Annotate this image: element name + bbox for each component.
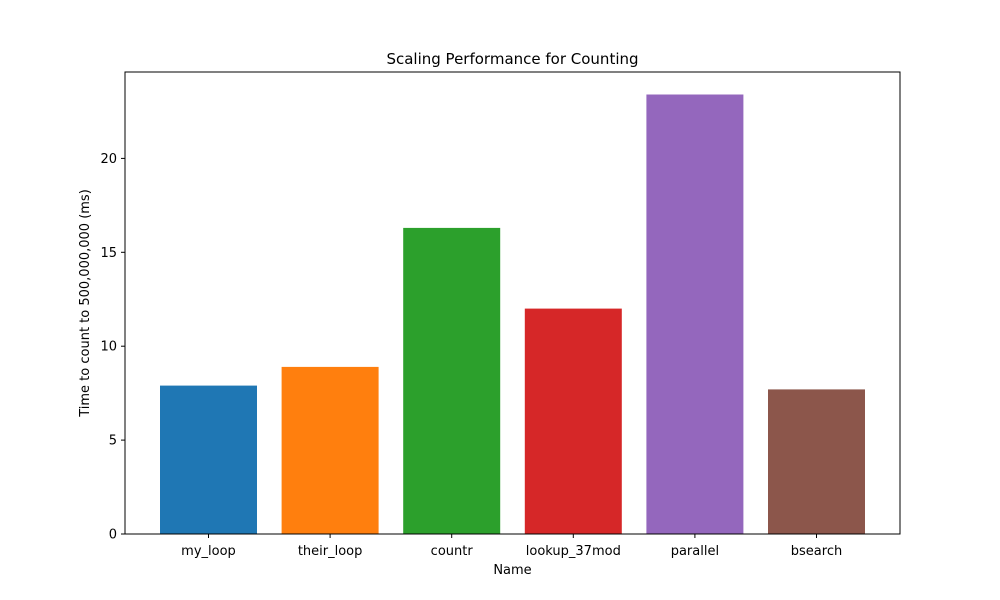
x-axis-label: Name <box>493 563 531 578</box>
bar-my_loop <box>160 385 257 534</box>
chart-title: Scaling Performance for Counting <box>386 50 638 68</box>
x-tick-label: countr <box>431 544 474 559</box>
y-tick-label: 20 <box>100 152 117 167</box>
plot-frame <box>124 71 901 535</box>
y-tick-label: 15 <box>100 246 117 261</box>
bar-lookup_37mod <box>524 308 622 534</box>
x-tick-label: lookup_37mod <box>526 544 621 559</box>
bars-group <box>160 94 865 534</box>
x-tick-label: my_loop <box>181 544 236 559</box>
y-tick-label: 10 <box>100 340 117 355</box>
x-tick-label: parallel <box>671 544 719 559</box>
bar-their_loop <box>281 366 379 534</box>
bar-countr <box>403 227 501 534</box>
y-ticks-group: 0 5 10 15 20 <box>100 152 125 543</box>
y-tick-label: 0 <box>109 528 117 543</box>
x-tick-label: bsearch <box>791 544 842 559</box>
x-tick-label: their_loop <box>298 544 363 559</box>
y-tick-label: 5 <box>109 434 117 449</box>
y-axis-label: Time to count to 500,000,000 (ms) <box>78 189 93 418</box>
x-ticks-group: my_loop their_loop countr lookup_37mod paral… <box>181 534 842 559</box>
bar-bsearch <box>768 389 865 534</box>
bar-parallel <box>646 94 744 534</box>
